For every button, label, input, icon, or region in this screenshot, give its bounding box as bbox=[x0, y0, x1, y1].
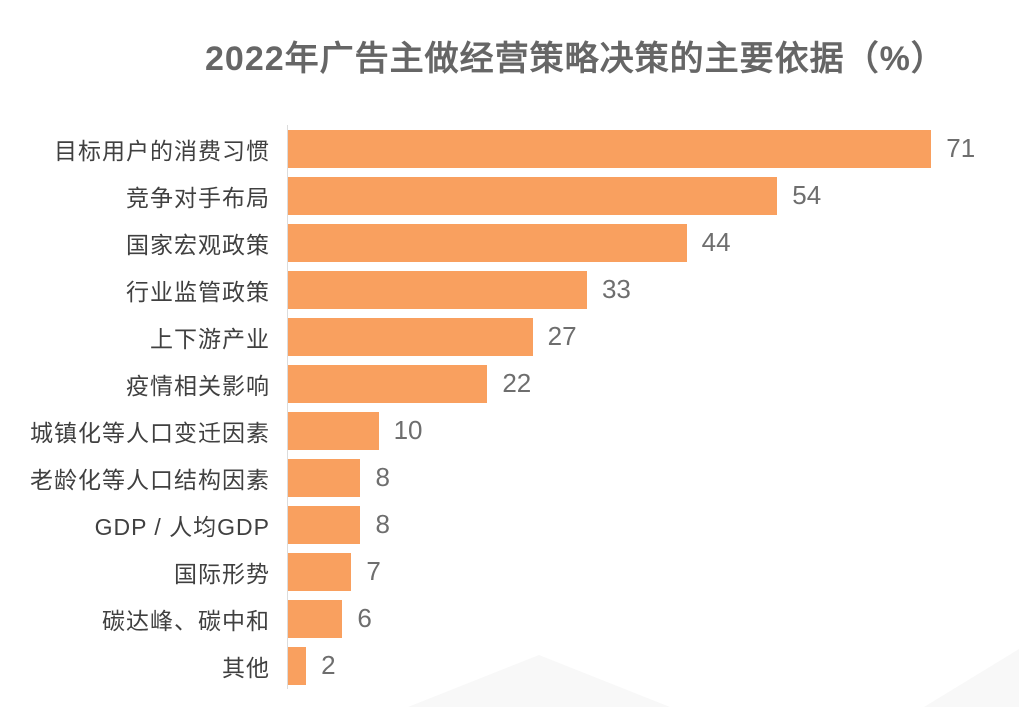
bar-track: 7 bbox=[287, 548, 1019, 595]
bar bbox=[288, 552, 352, 591]
bar bbox=[288, 364, 488, 403]
chart-row: 疫情相关影响 22 bbox=[0, 360, 1019, 407]
value-label: 33 bbox=[601, 274, 631, 304]
bar-track: 22 bbox=[287, 360, 1019, 407]
value-label: 10 bbox=[393, 415, 423, 445]
chart-row: 行业监管政策 33 bbox=[0, 266, 1019, 313]
category-label: GDP / 人均GDP bbox=[94, 513, 270, 540]
bar-track: 8 bbox=[287, 501, 1019, 548]
bar-track: 6 bbox=[287, 595, 1019, 642]
bar bbox=[288, 646, 307, 685]
category-label: 国家宏观政策 bbox=[126, 231, 270, 258]
category-label: 上下游产业 bbox=[150, 325, 270, 352]
bar bbox=[288, 458, 361, 497]
value-label: 71 bbox=[946, 133, 976, 163]
bar bbox=[288, 505, 361, 544]
bar bbox=[288, 223, 687, 262]
chart-row: 其他 2 bbox=[0, 642, 1019, 689]
bar bbox=[288, 411, 379, 450]
bar-track: 10 bbox=[287, 407, 1019, 454]
category-label: 竞争对手布局 bbox=[126, 184, 270, 211]
chart-row: 国家宏观政策 44 bbox=[0, 219, 1019, 266]
value-label: 22 bbox=[502, 368, 532, 398]
chart-title: 2022年广告主做经营策略决策的主要依据（%） bbox=[205, 40, 946, 78]
value-label: 6 bbox=[357, 603, 372, 633]
bar-track: 33 bbox=[287, 266, 1019, 313]
category-label: 老龄化等人口结构因素 bbox=[30, 466, 270, 493]
bar bbox=[288, 129, 932, 168]
value-label: 44 bbox=[701, 227, 731, 257]
bar bbox=[288, 317, 533, 356]
category-label: 目标用户的消费习惯 bbox=[54, 137, 270, 164]
bar-chart-plot-area: 目标用户的消费习惯 71 竞争对手布局 54 国家宏观政策 44 行业监管政策 33 上下游产业… bbox=[0, 125, 1019, 689]
chart-row: 老龄化等人口结构因素 8 bbox=[0, 454, 1019, 501]
value-label: 54 bbox=[792, 180, 822, 210]
chart-row: 国际形势 7 bbox=[0, 548, 1019, 595]
bar-track: 8 bbox=[287, 454, 1019, 501]
chart-row: 城镇化等人口变迁因素 10 bbox=[0, 407, 1019, 454]
chart-row: 竞争对手布局 54 bbox=[0, 172, 1019, 219]
bar bbox=[288, 270, 587, 309]
value-label: 27 bbox=[547, 321, 577, 351]
bar-track: 54 bbox=[287, 172, 1019, 219]
chart-row: 目标用户的消费习惯 71 bbox=[0, 125, 1019, 172]
bar bbox=[288, 599, 343, 638]
chart-row: 上下游产业 27 bbox=[0, 313, 1019, 360]
category-label: 国际形势 bbox=[174, 560, 270, 587]
value-label: 8 bbox=[375, 509, 390, 539]
chart-row: 碳达峰、碳中和 6 bbox=[0, 595, 1019, 642]
bar-track: 71 bbox=[287, 125, 1019, 172]
value-label: 8 bbox=[375, 462, 390, 492]
bar bbox=[288, 176, 778, 215]
category-label: 城镇化等人口变迁因素 bbox=[30, 419, 270, 446]
category-label: 疫情相关影响 bbox=[126, 372, 270, 399]
category-label: 行业监管政策 bbox=[126, 278, 270, 305]
bar-track: 44 bbox=[287, 219, 1019, 266]
bar-track: 27 bbox=[287, 313, 1019, 360]
value-label: 7 bbox=[366, 556, 381, 586]
value-label: 2 bbox=[321, 650, 336, 680]
chart-row: GDP / 人均GDP 8 bbox=[0, 501, 1019, 548]
category-label: 碳达峰、碳中和 bbox=[102, 607, 270, 634]
category-label: 其他 bbox=[222, 654, 270, 681]
bar-track: 2 bbox=[287, 642, 1019, 689]
